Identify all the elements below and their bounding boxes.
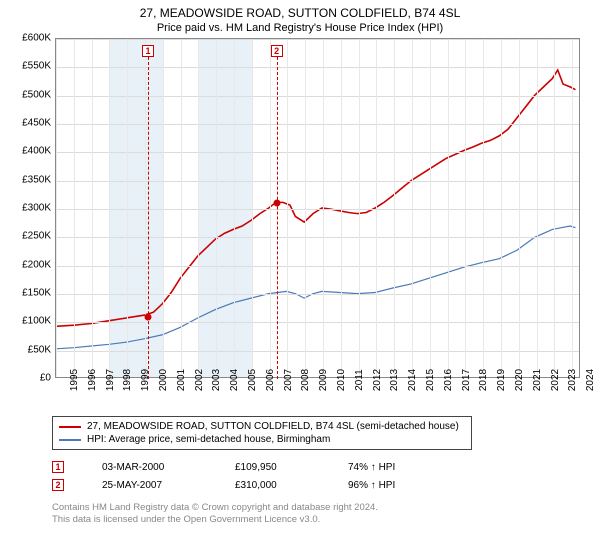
y-tick-label: £250K — [22, 231, 51, 242]
transaction-marker-line — [148, 57, 149, 379]
y-tick-label: £50K — [28, 344, 51, 355]
transaction-marker: 2 — [271, 45, 283, 57]
footnote: Contains HM Land Registry data © Crown c… — [52, 502, 600, 527]
sales-table: 1 03-MAR-2000 £109,950 74% ↑ HPI 2 25-MAY-200… — [52, 458, 600, 494]
gridline — [519, 39, 520, 377]
gridline — [109, 39, 110, 377]
gridline — [412, 39, 413, 377]
y-tick-label: £400K — [22, 146, 51, 157]
y-tick-label: £350K — [22, 174, 51, 185]
footnote-line: Contains HM Land Registry data © Crown c… — [52, 502, 600, 514]
legend-label: HPI: Average price, semi-detached house,… — [87, 434, 330, 445]
gridline — [181, 39, 182, 377]
gridline — [287, 39, 288, 377]
chart-title: 27, MEADOWSIDE ROAD, SUTTON COLDFIELD, B… — [0, 0, 600, 20]
gridline — [145, 39, 146, 377]
y-tick-label: £500K — [22, 89, 51, 100]
legend-swatch — [59, 439, 81, 441]
y-tick-label: £450K — [22, 118, 51, 129]
gridline — [465, 39, 466, 377]
y-tick-label: £150K — [22, 288, 51, 299]
y-tick-label: £300K — [22, 203, 51, 214]
sale-date: 03-MAR-2000 — [102, 462, 197, 473]
footnote-line: This data is licensed under the Open Gov… — [52, 514, 600, 526]
sale-pct: 96% ↑ HPI — [348, 480, 395, 491]
sale-date: 25-MAY-2007 — [102, 480, 197, 491]
gridline — [554, 39, 555, 377]
gridline — [163, 39, 164, 377]
sale-marker: 2 — [52, 479, 64, 491]
y-tick-label: £600K — [22, 33, 51, 44]
sale-marker: 1 — [52, 461, 64, 473]
legend-item: 27, MEADOWSIDE ROAD, SUTTON COLDFIELD, B… — [59, 420, 465, 433]
sale-row: 2 25-MAY-2007 £310,000 96% ↑ HPI — [52, 476, 600, 494]
y-axis: £0 £50K £100K £150K £200K £250K £300K £350K £400… — [10, 38, 55, 408]
chart-subtitle: Price paid vs. HM Land Registry's House … — [0, 20, 600, 38]
gridline — [501, 39, 502, 377]
y-tick-label: £0 — [40, 373, 51, 384]
legend-swatch — [59, 426, 81, 428]
transaction-marker-line — [277, 57, 278, 379]
transaction-marker: 1 — [142, 45, 154, 57]
x-tick-label: 2024 — [571, 369, 596, 391]
sale-row: 1 03-MAR-2000 £109,950 74% ↑ HPI — [52, 458, 600, 476]
series-property — [56, 70, 575, 326]
series-hpi — [56, 226, 575, 349]
gridline — [537, 39, 538, 377]
gridline — [572, 39, 573, 377]
legend: 27, MEADOWSIDE ROAD, SUTTON COLDFIELD, B… — [52, 416, 472, 450]
gridline — [74, 39, 75, 377]
y-tick-label: £100K — [22, 316, 51, 327]
sale-price: £310,000 — [235, 480, 310, 491]
gridline — [56, 39, 57, 377]
gridline — [234, 39, 235, 377]
gridline — [198, 39, 199, 377]
gridline — [341, 39, 342, 377]
gridline — [483, 39, 484, 377]
sale-pct: 74% ↑ HPI — [348, 462, 395, 473]
y-tick-label: £550K — [22, 61, 51, 72]
gridline — [448, 39, 449, 377]
chart-container: 27, MEADOWSIDE ROAD, SUTTON COLDFIELD, B… — [0, 0, 600, 560]
legend-label: 27, MEADOWSIDE ROAD, SUTTON COLDFIELD, B… — [87, 421, 459, 432]
gridline — [323, 39, 324, 377]
gridline — [376, 39, 377, 377]
gridline — [359, 39, 360, 377]
gridline — [430, 39, 431, 377]
gridline — [305, 39, 306, 377]
gridline — [252, 39, 253, 377]
x-axis: 1995199619971998199920002001200220032004… — [55, 378, 580, 408]
gridline — [92, 39, 93, 377]
gridline — [216, 39, 217, 377]
sale-price: £109,950 — [235, 462, 310, 473]
chart-area: £0 £50K £100K £150K £200K £250K £300K £350K £400… — [10, 38, 590, 408]
gridline — [127, 39, 128, 377]
y-tick-label: £200K — [22, 259, 51, 270]
gridline — [270, 39, 271, 377]
transaction-point — [273, 200, 280, 207]
transaction-point — [145, 313, 152, 320]
plot-area: 12 — [55, 38, 580, 378]
legend-item: HPI: Average price, semi-detached house,… — [59, 433, 465, 446]
gridline — [394, 39, 395, 377]
